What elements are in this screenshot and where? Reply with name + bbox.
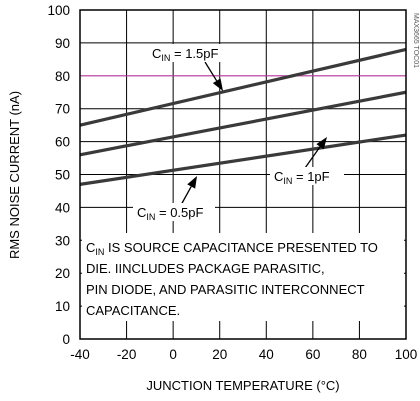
x-tick-label: 60 [305,347,320,362]
tick-labels: -40 -20 0 20 40 60 80 100 0 10 20 30 40 50 60 70 80 90 100 [47,3,417,362]
annotation-arrows [180,61,327,206]
x-axis-title: JUNCTION TEMPERATURE (°C) [146,378,339,393]
x-tick-label: 80 [352,347,367,362]
series-label-1pf-sub: IN [283,176,292,186]
y-tick-label: 80 [55,69,70,84]
series-group [79,47,407,186]
note-line-1: CIN IS SOURCE CAPACITANCE PRESENTED TO [86,240,378,257]
x-tick-label: -40 [70,347,90,362]
note-line-1-sub: IN [95,247,104,257]
y-tick-label: 10 [55,299,70,314]
series-line-0-5pf [79,133,407,186]
y-tick-label: 20 [55,266,70,281]
x-tick-label: 100 [395,347,418,362]
series-label-0-5pf-sub: IN [146,212,155,222]
y-tick-label: 60 [55,135,70,150]
note-line-2: DIE. IINCLUDES PACKAGE PARASITIC, [86,261,325,276]
note-line-4: CAPACITANCE. [86,303,180,318]
plot-frame [79,9,407,340]
series-label-1-5pf-sub: IN [161,53,170,63]
y-tick-label: 50 [55,168,70,183]
series-label-1pf: CIN = 1pF [270,167,344,186]
note-line-1-rest: IS SOURCE CAPACITANCE PRESENTED TO [104,240,378,255]
x-tick-label: 0 [169,347,177,362]
series-label-0-5pf-rest: = 0.5pF [155,205,203,220]
y-tick-label: 40 [55,200,70,215]
note-box: CIN IS SOURCE CAPACITANCE PRESENTED TO D… [82,233,404,321]
series-label-1pf-rest: = 1pF [292,169,329,184]
y-tick-label: 70 [55,102,70,117]
series-line-1pf [79,90,407,157]
y-tick-label: 100 [47,3,70,18]
y-tick-label: 90 [55,36,70,51]
note-line-3: PIN DIODE, AND PARASITIC INTERCONNECT [86,282,365,297]
x-tick-label: 20 [212,347,227,362]
x-tick-label: 40 [259,347,274,362]
series-label-1-5pf: CIN = 1.5pF [148,44,230,63]
note-line-1-main: C [86,240,95,255]
y-axis-title: RMS NOISE CURRENT (nA) [7,91,22,259]
series-label-1pf-main: C [274,169,283,184]
x-tick-label: -20 [117,347,137,362]
figure-watermark: MAX3665 TOC01 [412,13,419,68]
y-tick-label: 0 [62,332,70,347]
svg-text:CIN = 1.5pF: CIN = 1.5pF [152,46,219,63]
arrow-1-5pf [204,61,223,91]
arrow-1pf [304,137,327,169]
series-line-1-5pf [79,47,407,127]
series-label-0-5pf-main: C [137,205,146,220]
svg-text:CIN = 1pF: CIN = 1pF [274,169,330,186]
series-label-1-5pf-rest: = 1.5pF [170,46,218,61]
series-label-1-5pf-main: C [152,46,161,61]
y-tick-label: 30 [55,233,70,248]
series-label-0-5pf: CIN = 0.5pF [133,203,215,222]
arrow-0-5pf [180,176,197,206]
svg-text:CIN = 0.5pF: CIN = 0.5pF [137,205,204,222]
